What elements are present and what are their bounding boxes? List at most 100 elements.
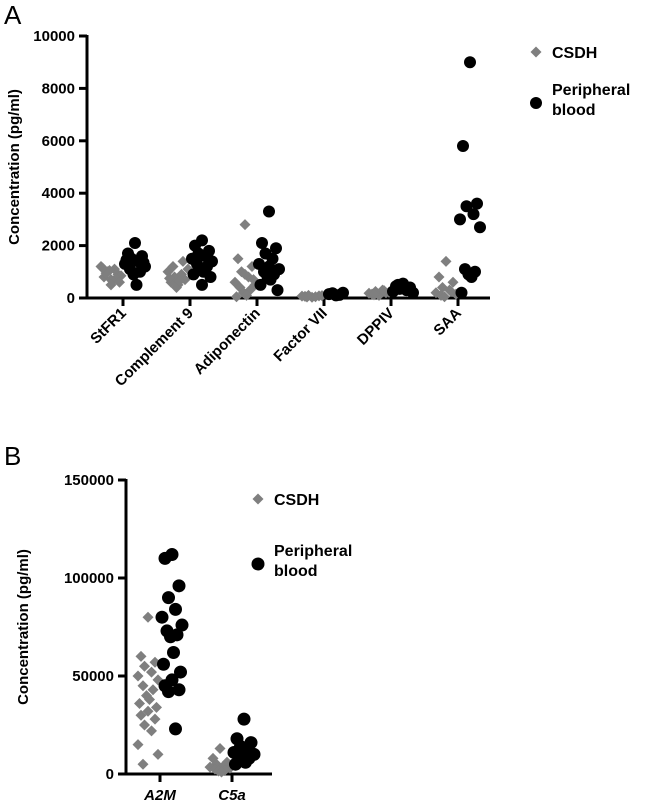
panel-label: A xyxy=(4,0,22,30)
csdh-point-complement-9 xyxy=(164,272,175,284)
csdh-point-saa xyxy=(440,255,452,267)
blood-point-a2m xyxy=(167,645,180,659)
csdh-point-complement-9 xyxy=(167,261,179,273)
csdh-point-a2m xyxy=(142,611,154,623)
csdh-point-a2m xyxy=(135,709,147,721)
blood-point-dppiv xyxy=(407,286,419,299)
csdh-point-stfr1 xyxy=(105,279,117,291)
blood-point-factor-vii xyxy=(333,288,346,301)
y-tick-label-10000: 10000 xyxy=(33,28,75,45)
y-tick-label-100000: 100000 xyxy=(64,570,114,587)
legend: CSDH Peripheral blood xyxy=(530,45,630,119)
blood-point-a2m xyxy=(158,551,172,565)
csdh-point-saa xyxy=(445,285,457,297)
blood-point-c5a xyxy=(237,712,251,726)
blood-point-adiponectin xyxy=(271,284,284,297)
blood-point-complement-9 xyxy=(204,271,217,284)
blood-point-adiponectin xyxy=(270,242,282,255)
csdh-point-a2m xyxy=(146,725,157,737)
csdh-point-stfr1 xyxy=(97,262,108,274)
csdh-point-a2m xyxy=(137,758,149,770)
blood-point-a2m xyxy=(157,657,170,671)
csdh-point-saa xyxy=(433,271,445,283)
legend-csdh-label: CSDH xyxy=(274,492,319,509)
blood-point-complement-9 xyxy=(196,278,208,291)
blood-point-a2m xyxy=(162,591,175,605)
x-tick-label-factor-vii: Factor VII xyxy=(270,305,330,365)
blood-point-c5a xyxy=(229,757,242,771)
csdh-point-adiponectin xyxy=(241,289,252,301)
panel-a: A 0 2000 4000 6000 8000 10000 Concentration (pg… xyxy=(4,0,630,390)
blood-point-a2m xyxy=(175,618,189,632)
legend-blood-label-line2: blood xyxy=(274,563,318,580)
blood-point-adiponectin xyxy=(264,273,277,286)
blood-point-adiponectin xyxy=(256,236,268,249)
csdh-point-a2m xyxy=(135,650,147,662)
blood-point-dppiv xyxy=(392,278,404,291)
legend-csdh-marker xyxy=(530,46,542,58)
blood-point-stfr1 xyxy=(130,278,143,291)
blood-point-a2m xyxy=(164,630,177,644)
csdh-point-a2m xyxy=(132,739,144,751)
legend-blood-label-line1: Peripheral xyxy=(552,82,630,99)
y-tick-label-8000: 8000 xyxy=(42,80,75,97)
x-tick-label-dppiv: DPPIV xyxy=(354,305,398,349)
csdh-point-a2m xyxy=(134,697,145,709)
blood-point-saa xyxy=(467,208,480,221)
blood-point-stfr1 xyxy=(120,254,133,267)
x-tick-label-c5a: C5a xyxy=(218,787,246,804)
blood-point-complement-9 xyxy=(187,268,200,281)
csdh-point-a2m xyxy=(144,694,155,706)
x-tick-label-stfr1: StFR1 xyxy=(87,305,130,348)
csdh-point-a2m xyxy=(139,719,150,731)
blood-point-saa xyxy=(474,221,486,234)
blood-point-c5a xyxy=(239,755,252,769)
blood-point-a2m xyxy=(162,685,175,699)
legend-blood-marker xyxy=(530,97,542,109)
csdh-point-stfr1 xyxy=(114,276,125,288)
csdh-point-saa xyxy=(439,291,450,303)
y-axis-title: Concentration (pg/ml) xyxy=(6,89,23,245)
csdh-point-adiponectin xyxy=(231,291,242,303)
panel-b: B 0 50000 100000 150000 Concentration (pg/ml)… xyxy=(4,441,352,804)
csdh-point-a2m xyxy=(146,666,157,678)
csdh-point-a2m xyxy=(149,713,161,725)
blood-point-adiponectin xyxy=(263,205,275,218)
blood-point-saa xyxy=(464,56,476,69)
legend-blood-label-line2: blood xyxy=(552,102,596,119)
blood-point-saa xyxy=(455,286,468,299)
csdh-point-c5a xyxy=(214,743,226,755)
y-tick-label-0: 0 xyxy=(106,766,114,783)
blood-point-adiponectin xyxy=(263,260,275,273)
csdh-point-a2m xyxy=(152,748,164,760)
csdh-point-adiponectin xyxy=(239,219,251,231)
blood-point-a2m xyxy=(172,579,186,593)
y-tick-label-150000: 150000 xyxy=(64,472,114,489)
csdh-point-adiponectin xyxy=(239,268,251,280)
y-tick-label-4000: 4000 xyxy=(42,185,75,202)
blood-point-adiponectin xyxy=(254,278,267,291)
csdh-point-a2m xyxy=(147,684,159,696)
y-tick-label-6000: 6000 xyxy=(42,133,75,150)
x-tick-label-a2m: A2M xyxy=(143,787,176,804)
csdh-point-a2m xyxy=(132,670,144,682)
csdh-point-adiponectin xyxy=(232,253,244,265)
csdh-point-factor-vii xyxy=(301,291,313,303)
blood-point-a2m xyxy=(169,602,182,616)
x-tick-label-adiponectin: Adiponectin xyxy=(191,305,264,378)
x-tick-label-saa: SAA xyxy=(430,305,465,340)
csdh-point-dppiv xyxy=(368,289,380,301)
y-axis-title: Concentration (pg/ml) xyxy=(15,549,32,705)
blood-point-saa xyxy=(457,140,469,153)
csdh-point-complement-9 xyxy=(174,275,185,287)
csdh-point-a2m xyxy=(151,701,162,713)
legend-csdh-label: CSDH xyxy=(552,45,597,62)
blood-point-stfr1 xyxy=(129,236,141,249)
csdh-point-a2m xyxy=(139,660,150,672)
y-tick-label-50000: 50000 xyxy=(72,668,114,685)
blood-point-a2m xyxy=(174,665,187,679)
y-tick-label-0: 0 xyxy=(67,290,75,307)
csdh-point-complement-9 xyxy=(177,255,189,267)
y-tick-label-2000: 2000 xyxy=(42,238,75,255)
